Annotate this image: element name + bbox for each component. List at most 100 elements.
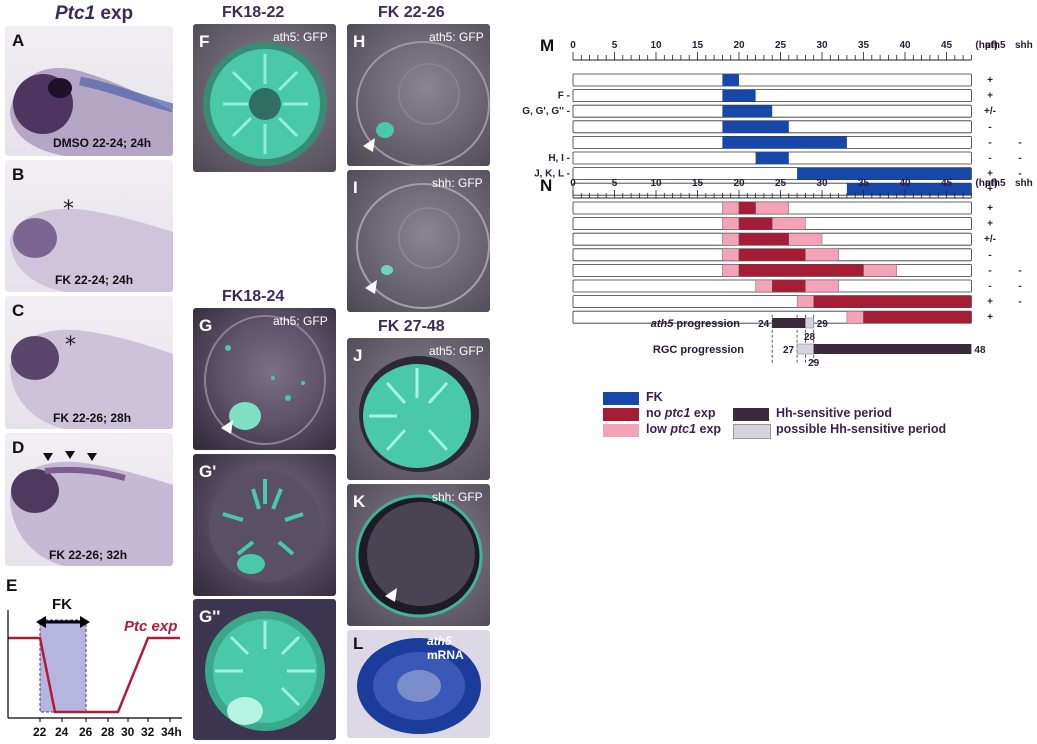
no-ptc-bar: [738, 217, 773, 230]
timeline-row-outline: [572, 89, 972, 102]
fk-bar: [722, 136, 847, 149]
axis-tick-label: 45: [941, 178, 953, 189]
panel-d: D FK 22-26; 32h: [5, 433, 173, 566]
shh-result: -: [1018, 153, 1021, 164]
panel-h: H ath5: GFP: [347, 24, 490, 166]
col-header-ath5: ath5: [985, 178, 1006, 189]
panel-e-tick: 26: [79, 725, 93, 739]
panel-letter: D: [12, 438, 25, 457]
fk-bar: [755, 152, 789, 164]
axis-tick-label: 30: [816, 40, 828, 51]
ath5-result: +: [987, 91, 993, 102]
rgc-mid-label: 29: [808, 358, 820, 369]
fk-bar: [722, 89, 756, 102]
panel-e-tick: 28: [101, 725, 115, 739]
panel-caption: DMSO 22-24; 24h: [53, 136, 152, 150]
gfp-retina-g: [204, 315, 326, 445]
axis-tick-label: 30: [816, 178, 828, 189]
embryo-a-drawing: [10, 67, 173, 156]
legend-possible-hh-swatch: [733, 424, 771, 439]
panel-caption: FK 22-26; 28h: [53, 411, 132, 425]
legend-fk-label: FK: [646, 390, 663, 404]
panel-letter: K: [353, 492, 366, 511]
low-ptc-bar: [755, 279, 773, 293]
shh-result: -: [1018, 281, 1021, 292]
ath5-result: +: [987, 203, 993, 214]
row-label: G, G', G'' -: [522, 106, 570, 117]
rgc-end-label: 48: [974, 345, 986, 356]
axis-tick-label: 5: [612, 40, 618, 51]
embryo-d-drawing: [10, 451, 173, 566]
svg-text:*: *: [63, 197, 74, 222]
panel-e-tick: 32: [141, 725, 155, 739]
no-ptc-gene: ptc1: [664, 406, 691, 420]
panel-letter: L: [353, 634, 364, 653]
gfp-retina-g-prime: [209, 470, 321, 582]
low-ptc-bar: [846, 311, 864, 324]
panel-label: ath5 mRNA: [427, 634, 490, 662]
shh-result: -: [1018, 137, 1021, 148]
no-ptc-suffix: exp: [690, 406, 716, 420]
panel-e-letter: E: [6, 576, 18, 595]
low-ptc-bar: [722, 232, 740, 246]
axis-tick-label: 15: [692, 40, 704, 51]
no-ptc-bar: [738, 201, 756, 215]
panel-b: * B FK 22-24; 24h: [5, 160, 173, 292]
shh-result: -: [1018, 169, 1021, 180]
panel-e-tick: 30: [121, 725, 135, 739]
legend-low-ptc-label: low ptc1 exp: [646, 422, 721, 436]
panel-label: ath5: GFP: [273, 314, 328, 328]
axis-tick-label: 0: [570, 40, 576, 51]
ath5-result: +: [987, 312, 993, 323]
panel-m-letter: M: [540, 36, 555, 55]
legend-fk-swatch: [603, 392, 639, 405]
panel-g: G ath5: GFP: [193, 308, 336, 450]
panel-e-schematic: [7, 610, 182, 722]
gfp-retina-g-double-prime: [205, 611, 325, 731]
rgc-hh-sensitive-bar: [813, 344, 972, 354]
embryo-b-drawing: *: [10, 197, 173, 292]
ath5-result: -: [988, 250, 991, 261]
panel-g-prime: G': [193, 454, 336, 596]
axis-tick-label: 25: [775, 178, 787, 189]
col-header-shh: shh: [1015, 40, 1033, 51]
axis-unit-label: (hpf): [975, 40, 997, 51]
no-ptc-bar: [863, 311, 972, 324]
axis-tick-label: 5: [612, 178, 618, 189]
legend-no-ptc-swatch: [603, 408, 639, 421]
no-ptc-prefix: no: [646, 406, 665, 420]
axis-tick-label: 35: [858, 40, 870, 51]
low-ptc-bar: [722, 248, 740, 262]
panel-f: F ath5: GFP: [193, 24, 336, 172]
panel-label: ath5: GFP: [429, 344, 484, 358]
rgc-start-label: 27: [783, 345, 795, 356]
axis-tick-label: 20: [733, 40, 745, 51]
title-suffix: exp: [95, 3, 134, 24]
low-ptc-gene: ptc1: [670, 422, 697, 436]
panel-letter: A: [12, 31, 25, 50]
no-ptc-bar: [772, 279, 806, 293]
legend-possible-hh-label: possible Hh-sensitive period: [776, 422, 947, 436]
svg-text:*: *: [65, 333, 76, 358]
axis-tick-label: 25: [775, 40, 787, 51]
embryo-c-drawing: *: [10, 329, 173, 429]
axis-unit-label: (hpf): [975, 178, 997, 189]
panel-e-tick: 22: [33, 725, 47, 739]
ath5-result: -: [988, 122, 991, 133]
axis-tick-label: 10: [650, 178, 662, 189]
panel-letter: J: [353, 346, 363, 365]
ath5-hh-sensitive-bar: [772, 318, 806, 328]
fk-label: FK: [52, 596, 72, 613]
legend-hh-sensitive-label: Hh-sensitive period: [776, 406, 892, 420]
ath5-start-label: 24: [758, 319, 770, 330]
col-header-ath5: ath5: [985, 40, 1006, 51]
ath5-result: +: [987, 75, 993, 86]
panel-letter: H: [353, 32, 366, 51]
fk-bar: [846, 183, 972, 196]
panel-l: L ath5 mRNA: [347, 630, 490, 738]
panel-letter: I: [353, 178, 358, 197]
ath5-result: +: [987, 184, 993, 195]
ath5-result: +: [987, 297, 993, 308]
panel-caption: FK 22-26; 32h: [49, 548, 128, 562]
